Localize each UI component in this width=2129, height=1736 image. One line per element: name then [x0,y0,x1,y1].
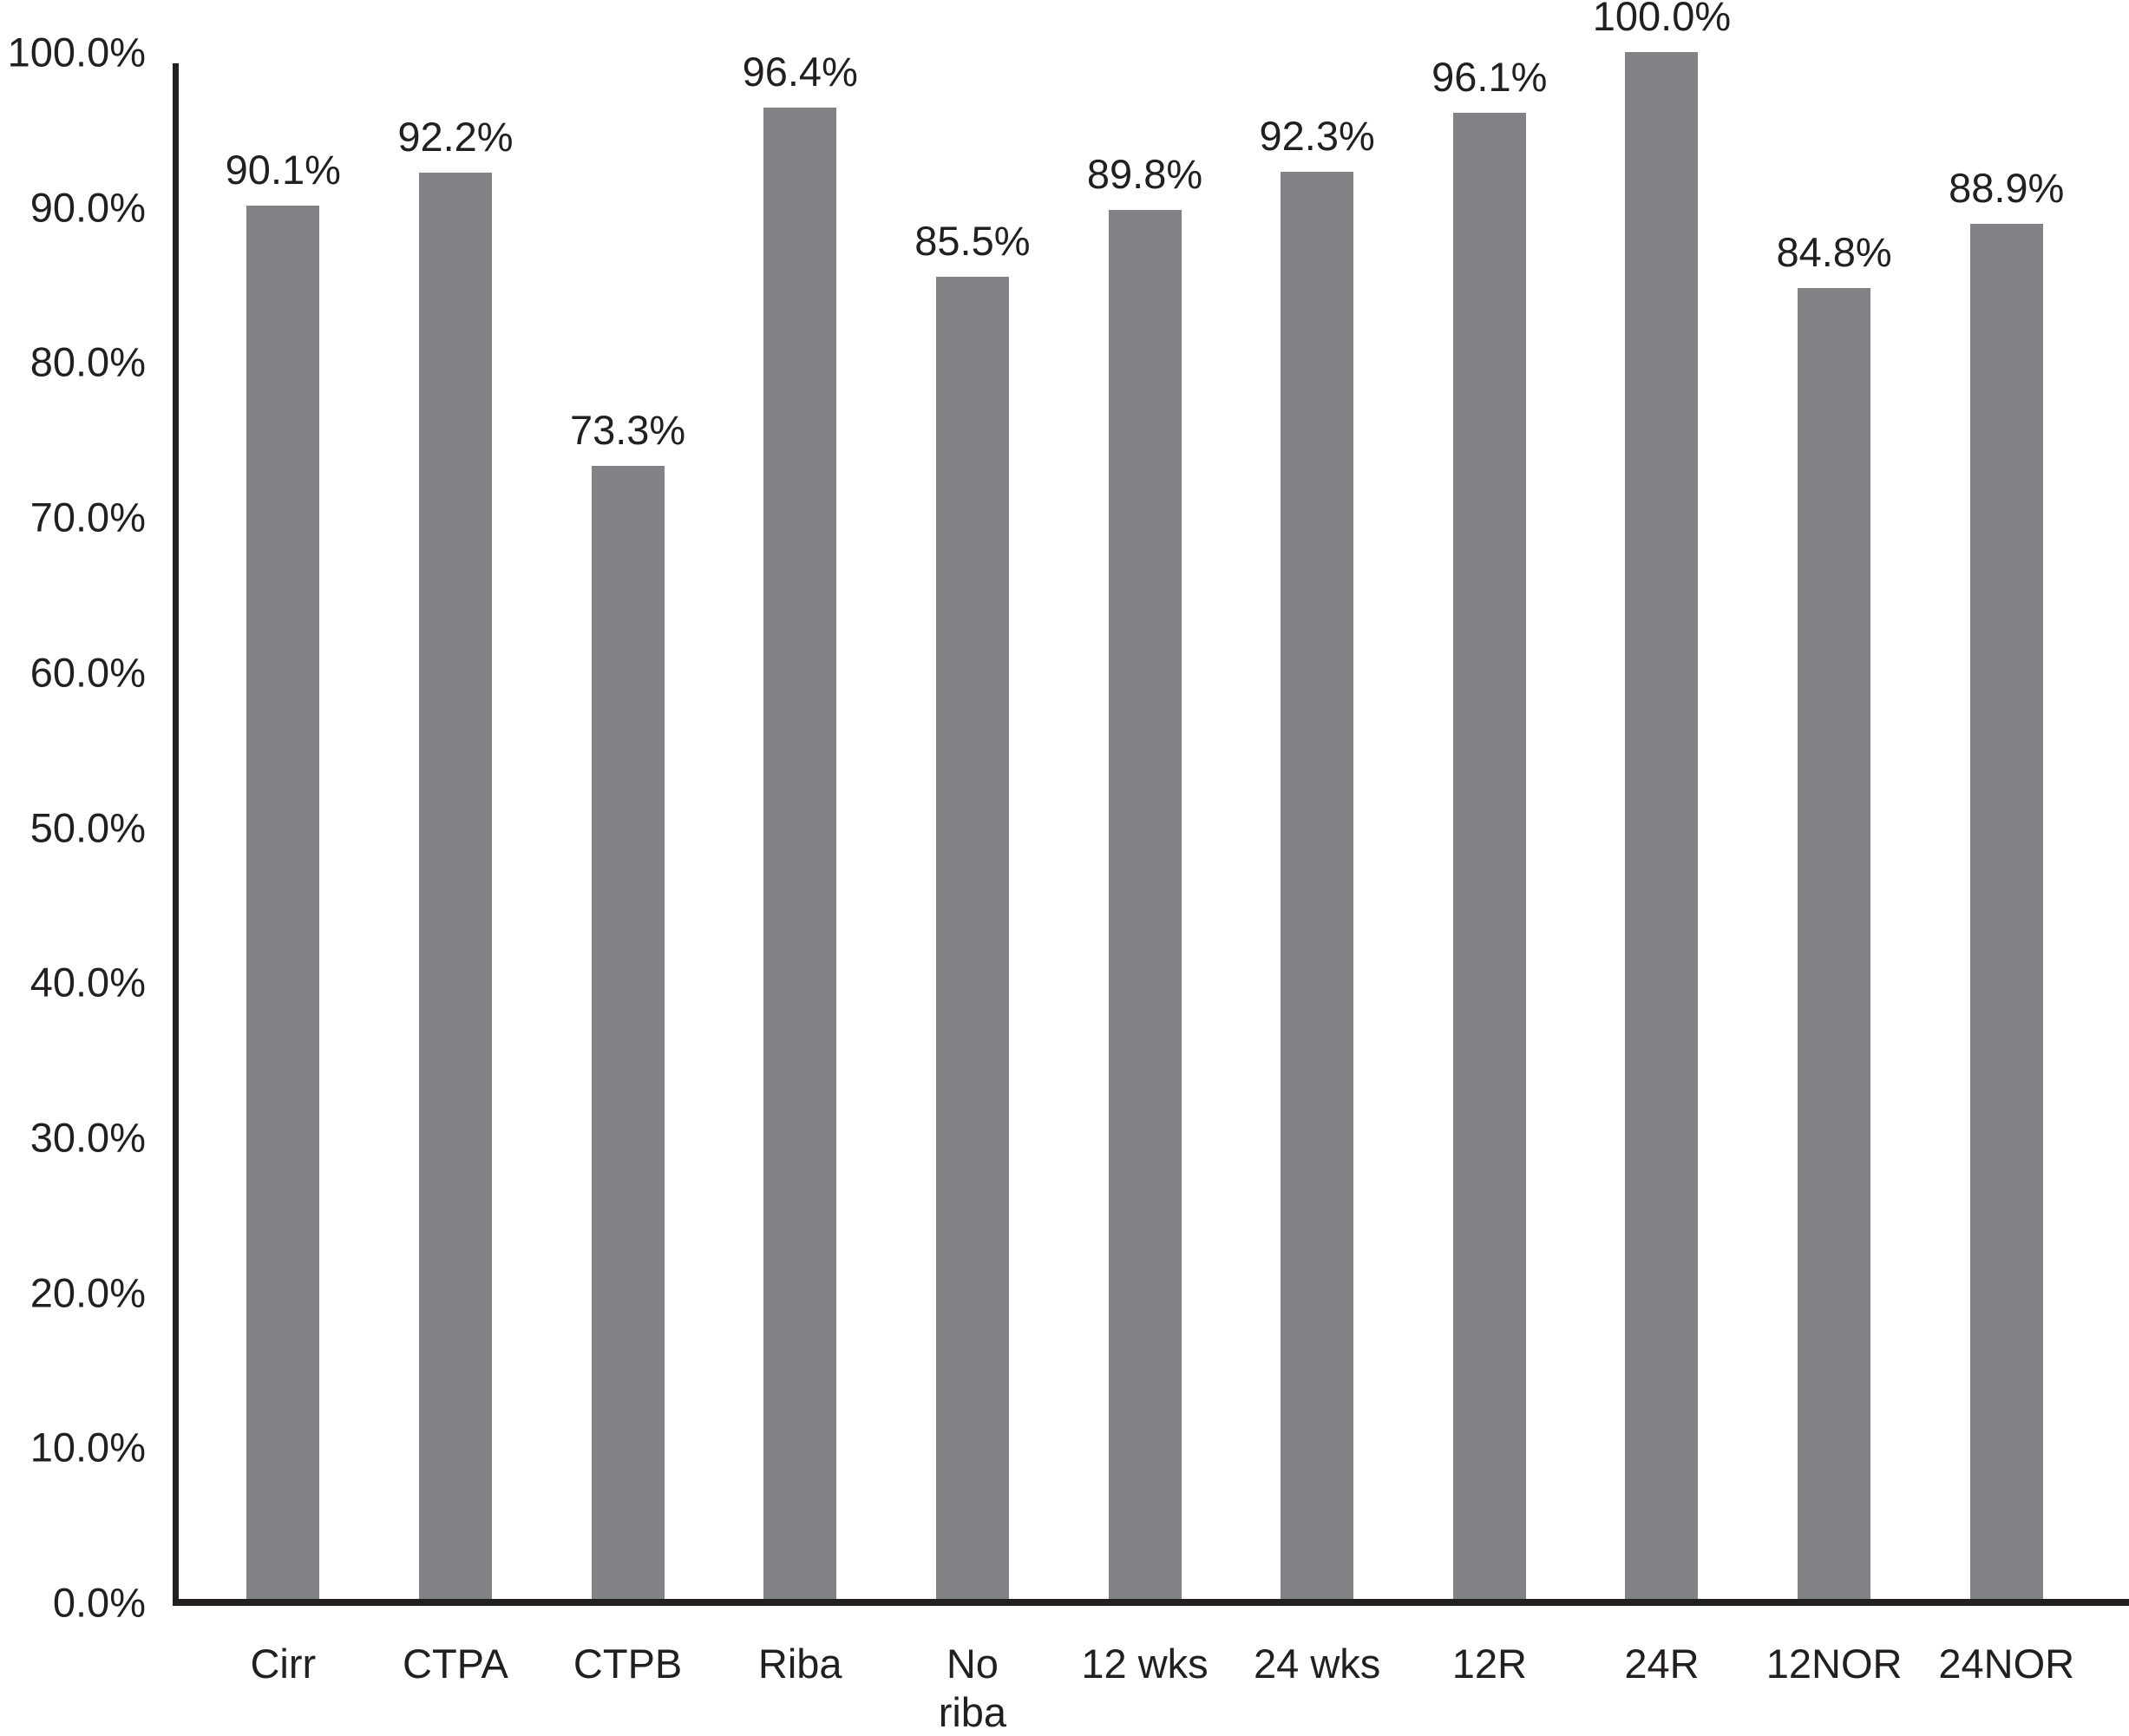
y-tick-label: 100.0% [7,29,146,75]
bar-value-label: 96.4% [742,49,858,95]
bar-value-label: 92.2% [397,114,514,160]
bar [1798,287,1871,1602]
x-tick-label: 24NOR [1938,1641,2075,1687]
x-tick-label: 12 wks [1081,1641,1209,1687]
y-tick-label: 70.0% [29,494,146,540]
bar-slot: 85.5% [887,52,1059,1602]
y-tick-label: 50.0% [29,804,146,850]
bar-slot: 84.8% [1748,52,1921,1602]
x-axis-line [173,1599,2129,1606]
bar-value-label: 88.9% [1949,165,2065,212]
bar [763,108,837,1602]
x-tick-label: CTPB [573,1641,683,1687]
bar-slot: 100.0% [1575,0,1748,1602]
bar-slot: 88.9% [1920,52,2093,1602]
x-tick-label: 12R [1451,1641,1527,1687]
y-tick-label: 80.0% [29,338,146,385]
bar-slot: 92.2% [370,52,542,1602]
y-axis-line [173,63,179,1606]
y-tick-label: 60.0% [29,649,146,696]
bar [1625,52,1699,1602]
bar-slot: 96.1% [1403,52,1575,1602]
bar-value-label: 90.1% [225,146,341,193]
x-tick-label: 24 wks [1254,1641,1381,1687]
y-tick-label: 10.0% [29,1424,146,1471]
bar-slot: 89.8% [1058,52,1231,1602]
x-axis: Cirr CTPA CTPB Riba No riba 12 wks 24 wks 12R 24… [175,1640,2129,1736]
bar [935,277,1009,1602]
x-tick-label: No riba [938,1641,1007,1736]
bar [1108,210,1182,1602]
y-tick-label: 40.0% [29,959,146,1006]
bar [591,466,665,1602]
bar-slot: 92.3% [1231,52,1404,1602]
bar [1281,171,1354,1602]
y-tick-label: 20.0% [29,1269,146,1316]
plot-area: 90.1% 92.2% 73.3% 96.4% 85.5% 89.8% 92.3% 96.1%… [175,0,2129,1602]
bar-value-label: 100.0% [1592,0,1732,39]
bar-slot: 73.3% [541,52,714,1602]
bar-value-label: 84.8% [1776,228,1892,275]
x-tick-label: Riba [757,1641,842,1687]
y-tick-label: 0.0% [52,1579,146,1626]
bar-value-label: 73.3% [569,407,686,454]
x-tick-label: CTPA [403,1641,508,1687]
bar-value-label: 89.8% [1086,151,1203,198]
bar-value-label: 85.5% [914,218,1031,265]
bar [1969,224,2043,1602]
y-tick-label: 30.0% [29,1114,146,1161]
bar-slot: 96.4% [714,49,887,1602]
bar [1452,112,1526,1602]
x-tick-label: Cirr [250,1641,317,1687]
y-axis: 100.0% 90.0% 80.0% 70.0% 60.0% 50.0% 40.0% 30.0… [0,0,146,1736]
bar [418,173,492,1602]
bar-slot: 90.1% [197,52,370,1602]
x-tick-label: 24R [1624,1641,1700,1687]
bar [246,205,320,1602]
y-tick-label: 90.0% [29,184,146,231]
bar-value-label: 92.3% [1259,112,1375,159]
bar-value-label: 96.1% [1431,53,1548,100]
x-tick-label: 12NOR [1765,1641,1903,1687]
